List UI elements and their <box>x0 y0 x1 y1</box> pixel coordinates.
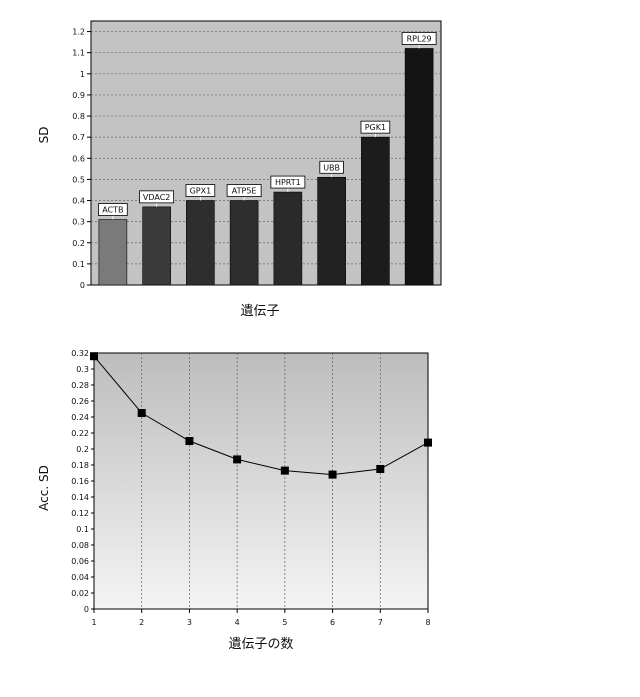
data-point <box>185 437 193 445</box>
data-point <box>233 455 241 463</box>
line-chart-x-tick-label: 5 <box>282 618 287 627</box>
line-chart-y-ticks: 0 0.02 0.04 0.06 0.08 0.1 0.12 0.14 0.16 0.18 0.2 0… <box>71 349 94 614</box>
bar <box>143 207 171 285</box>
bar-chart-y-tick-label: 0 <box>80 281 85 290</box>
bar-label: VDAC2 <box>143 193 171 202</box>
line-chart-x-ticks: 1 2 3 4 5 6 7 8 <box>91 609 430 627</box>
line-chart-y-tick-label: 0.22 <box>71 429 89 438</box>
line-chart-y-tick-label: 0.26 <box>71 397 89 406</box>
line-chart-y-tick-label: 0.2 <box>76 445 89 454</box>
data-point <box>281 467 289 475</box>
bar <box>186 201 214 285</box>
bar-label: GPX1 <box>190 187 212 196</box>
line-chart-x-tick-label: 2 <box>139 618 144 627</box>
bar-chart-y-tick-label: 1 <box>80 70 85 79</box>
data-point <box>376 465 384 473</box>
line-chart-x-tick-label: 1 <box>91 618 96 627</box>
bar-chart-y-tick-label: 0.8 <box>72 112 85 121</box>
line-chart-x-tick-label: 4 <box>235 618 240 627</box>
line-chart-y-tick-label: 0.28 <box>71 381 89 390</box>
bar-label: HPRT1 <box>275 178 301 187</box>
line-chart-x-tick-label: 6 <box>330 618 335 627</box>
line-chart-x-tick-label: 8 <box>425 618 430 627</box>
bar-chart-y-tick-label: 1.2 <box>72 28 85 37</box>
bar-label: PGK1 <box>365 123 386 132</box>
bar <box>405 48 433 285</box>
bar <box>99 220 127 285</box>
line-chart-y-tick-label: 0.02 <box>71 589 89 598</box>
bar-chart-y-tick-label: 0.9 <box>72 91 85 100</box>
bar-label: ACTB <box>102 206 123 215</box>
bar-chart-y-tick-label: 0.4 <box>72 197 85 206</box>
line-chart-y-tick-label: 0.32 <box>71 349 89 358</box>
line-chart-x-tick-label: 7 <box>378 618 383 627</box>
line-chart-x-tick-label: 3 <box>187 618 192 627</box>
bar-chart-y-tick-label: 0.7 <box>72 133 85 142</box>
line-chart-y-tick-label: 0.1 <box>76 525 89 534</box>
line-chart-y-axis-label: Acc. SD <box>37 465 51 511</box>
bar-chart-x-axis-label: 遺伝子 <box>240 304 279 319</box>
bar-chart-y-tick-label: 0.5 <box>72 175 85 184</box>
bar-chart-y-axis-label: SD <box>37 127 51 144</box>
line-chart-y-tick-label: 0.3 <box>76 365 89 374</box>
line-chart-y-tick-label: 0.12 <box>71 509 89 518</box>
bar <box>361 137 389 285</box>
line-chart-y-tick-label: 0.16 <box>71 477 89 486</box>
line-chart-y-tick-label: 0.08 <box>71 541 89 550</box>
bar-label: ATP5E <box>232 187 257 196</box>
bar-chart-y-tick-label: 1.1 <box>72 49 85 58</box>
line-chart: 0 0.02 0.04 0.06 0.08 0.1 0.12 0.14 0.16 0.18 0.2 0… <box>37 349 432 652</box>
bar-chart-y-tick-label: 0.1 <box>72 260 85 269</box>
data-point <box>90 352 98 360</box>
line-chart-y-tick-label: 0.18 <box>71 461 89 470</box>
data-point <box>329 471 337 479</box>
bar-chart-y-tick-label: 0.6 <box>72 154 85 163</box>
bar-chart-y-ticks: 0 0.1 0.2 0.3 0.4 0.5 0.6 0.7 0.8 0.9 1 1.1 1.2 <box>72 28 91 290</box>
bar <box>274 192 302 285</box>
line-chart-y-tick-label: 0.24 <box>71 413 89 422</box>
line-chart-plot-area <box>94 353 428 609</box>
bar <box>230 201 258 285</box>
bar <box>318 177 346 285</box>
line-chart-y-tick-label: 0.04 <box>71 573 89 582</box>
bar-chart-y-tick-label: 0.2 <box>72 239 85 248</box>
line-chart-y-tick-label: 0.14 <box>71 493 89 502</box>
data-point <box>138 409 146 417</box>
bar-chart: 0 0.1 0.2 0.3 0.4 0.5 0.6 0.7 0.8 0.9 1 1.1 1.2 ACTB… <box>37 21 441 319</box>
line-chart-y-tick-label: 0 <box>84 605 89 614</box>
bar-chart-y-tick-label: 0.3 <box>72 218 85 227</box>
bar-label: RPL29 <box>407 34 432 43</box>
line-chart-x-axis-label: 遺伝子の数 <box>228 637 293 652</box>
bar-label: UBB <box>323 163 340 172</box>
data-point <box>424 439 432 447</box>
line-chart-y-tick-label: 0.06 <box>71 557 89 566</box>
